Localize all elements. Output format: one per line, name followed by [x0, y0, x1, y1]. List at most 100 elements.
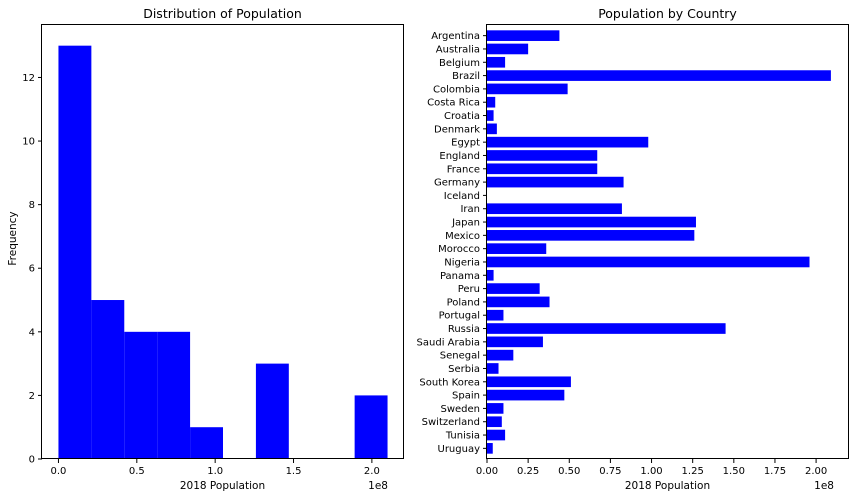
histogram-x-tick-label: 0.5 — [129, 466, 145, 477]
histogram-x-scale-label: 1e8 — [368, 480, 388, 492]
histogram-x-tick-label: 1.5 — [286, 466, 302, 477]
country-x-tick-label: 1.25 — [682, 466, 704, 477]
country-label: Denmark — [434, 124, 480, 135]
country-label: Senegal — [440, 351, 480, 362]
country-bar — [487, 416, 502, 428]
country-bar — [487, 56, 506, 68]
country-bar — [487, 376, 571, 388]
country-bar — [487, 163, 598, 175]
country-label: Serbia — [448, 364, 480, 375]
country-label: Uruguay — [438, 444, 481, 455]
histogram-bar — [124, 331, 158, 459]
country-x-tick-label: 0.00 — [476, 466, 498, 477]
histogram-bar — [354, 395, 388, 459]
country-label: Brazil — [452, 71, 480, 82]
country-bar — [487, 230, 695, 241]
country-label: Panama — [440, 271, 480, 282]
country-label: Switzerland — [422, 417, 480, 428]
histogram-plot-frame — [41, 24, 404, 459]
country-bar — [487, 30, 560, 41]
histogram-bars — [58, 45, 388, 460]
histogram-x-tick-label: 0.0 — [51, 466, 67, 477]
country-label: Saudi Arabia — [417, 337, 480, 348]
country-label: Australia — [436, 44, 480, 55]
country-bar — [487, 443, 493, 454]
country-label: Spain — [452, 391, 480, 402]
country-label: Peru — [458, 284, 480, 295]
histogram-y-tick-label: 10 — [22, 137, 35, 148]
country-bar — [487, 70, 831, 81]
country-label: Russia — [448, 324, 480, 335]
histogram-x-tick-label: 2.0 — [364, 466, 380, 477]
country-chart-x-scale-label: 1e8 — [814, 480, 834, 492]
country-x-tick-label: 1.00 — [640, 466, 662, 477]
country-chart-title: Population by Country — [598, 6, 737, 21]
country-x-tick-label: 1.75 — [764, 466, 786, 477]
country-label: France — [447, 164, 480, 175]
country-bar — [487, 403, 504, 414]
country-label: Tunisia — [445, 431, 480, 442]
country-bar — [487, 363, 499, 374]
country-chart-plot-frame — [486, 24, 849, 459]
country-label: Japan — [451, 218, 480, 229]
country-label: Egypt — [451, 138, 480, 149]
country-chart-x-axis-label: 2018 Population — [625, 480, 710, 492]
histogram-bar — [255, 363, 289, 459]
histogram-y-tick-label: 2 — [29, 391, 35, 402]
country-bar — [487, 269, 494, 281]
country-chart-y-ticks: Argentina Australia Belgium Brazil Colombia C… — [417, 31, 487, 455]
country-bar — [487, 323, 726, 334]
country-label: Costa Rica — [427, 98, 480, 109]
country-x-tick-label: 2.00 — [805, 466, 827, 477]
histogram-y-tick-label: 12 — [22, 73, 35, 84]
country-bar-chart: Population by Country 2018 Population 1e… — [417, 6, 849, 492]
country-label: Iceland — [444, 191, 480, 202]
country-label: Iran — [460, 204, 480, 215]
histogram-y-tick-label: 8 — [29, 200, 35, 211]
country-bar — [487, 150, 598, 161]
country-label: England — [439, 151, 480, 162]
country-bars — [487, 30, 831, 454]
country-label: Belgium — [439, 58, 480, 69]
country-bar — [487, 96, 496, 108]
histogram-x-tick-label: 1.0 — [207, 466, 223, 477]
country-label: Croatia — [444, 111, 480, 122]
country-x-tick-label: 0.25 — [517, 466, 539, 477]
country-label: Argentina — [431, 31, 480, 42]
country-label: Germany — [434, 178, 480, 189]
country-bar — [487, 110, 494, 121]
country-label: Colombia — [433, 84, 480, 95]
country-bar — [487, 429, 506, 441]
country-bar — [487, 203, 622, 215]
histogram-bar — [157, 331, 191, 459]
country-label: Nigeria — [444, 257, 480, 268]
country-bar — [487, 283, 540, 294]
country-bar — [487, 256, 810, 268]
country-x-tick-label: 0.50 — [558, 466, 580, 477]
country-bar — [487, 243, 547, 254]
histogram-y-tick-label: 4 — [29, 327, 35, 338]
histogram-bar — [190, 427, 223, 459]
histogram-y-tick-label: 6 — [29, 264, 35, 275]
country-bar — [487, 123, 497, 135]
histogram-y-tick-label: 0 — [29, 455, 35, 466]
country-label: Morocco — [438, 244, 480, 255]
country-bar — [487, 389, 565, 401]
country-label: South Korea — [419, 377, 480, 388]
histogram-x-ticks: 0.0 0.5 1.0 1.5 2.0 — [51, 459, 380, 477]
country-bar — [487, 336, 543, 348]
country-label: Sweden — [440, 404, 480, 415]
country-label: Mexico — [445, 231, 480, 242]
country-bar — [487, 296, 550, 308]
histogram-chart: Distribution of Population Frequency 2 0 1… — [7, 6, 404, 492]
country-x-tick-label: 0.75 — [599, 466, 621, 477]
country-chart-x-ticks: 0.00 0.25 0.50 0.75 1.00 1.25 1.50 1.75 2.00 — [476, 459, 827, 477]
country-x-tick-label: 1.50 — [723, 466, 745, 477]
country-bar — [487, 309, 504, 321]
histogram-y-axis-label: Frequency — [7, 211, 19, 265]
country-bar — [487, 176, 624, 188]
histogram-title: Distribution of Population — [143, 6, 302, 21]
country-label: Poland — [447, 297, 480, 308]
country-bar — [487, 349, 514, 361]
